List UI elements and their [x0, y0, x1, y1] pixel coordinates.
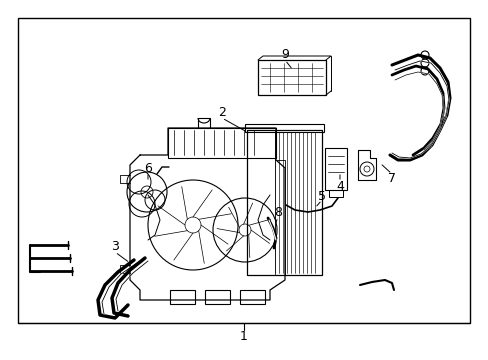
Bar	[246, 130, 321, 275]
Bar	[246, 130, 274, 275]
Text: 7: 7	[387, 171, 395, 184]
Text: 2: 2	[218, 107, 225, 120]
Text: 3: 3	[111, 240, 119, 253]
Bar	[325, 148, 346, 190]
Text: 5: 5	[317, 189, 325, 202]
Bar	[240, 290, 264, 304]
Text: 1: 1	[240, 329, 247, 342]
Bar	[204, 290, 229, 304]
Bar	[258, 60, 325, 95]
Bar	[170, 290, 195, 304]
Text: 9: 9	[281, 49, 288, 62]
Text: 6: 6	[144, 162, 152, 175]
Bar	[168, 128, 275, 158]
Bar	[18, 18, 469, 323]
Text: 8: 8	[273, 207, 282, 220]
Bar	[328, 190, 342, 197]
Text: 4: 4	[335, 180, 343, 193]
Bar	[244, 124, 324, 132]
